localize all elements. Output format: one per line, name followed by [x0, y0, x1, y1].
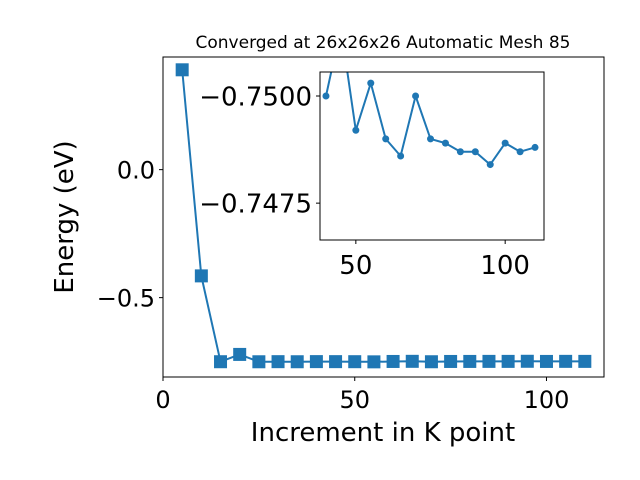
data-point	[463, 354, 477, 368]
main-series	[175, 63, 592, 369]
main-plot-frame	[162, 56, 605, 378]
x-tick-label: 50	[339, 386, 370, 414]
data-point	[456, 148, 464, 156]
x-tick-label: 50	[339, 251, 372, 281]
data-point	[175, 63, 189, 77]
data-point	[520, 354, 534, 368]
data-point	[367, 355, 381, 369]
data-point	[329, 355, 343, 369]
y-tick-label: −0.7475	[199, 190, 312, 220]
data-point	[382, 135, 390, 143]
data-point	[194, 269, 208, 283]
data-point	[271, 355, 285, 369]
main-y-ticks: −0.5 0.0	[97, 156, 163, 312]
data-point	[531, 143, 539, 151]
data-point	[367, 79, 375, 87]
main-chart: Converged at 26x26x26 Automatic Mesh 85 …	[50, 33, 605, 448]
data-point	[348, 355, 362, 369]
inset-y-ticks: −0.7500 −0.7475	[199, 82, 320, 220]
data-point	[427, 135, 435, 143]
data-point	[337, 24, 344, 31]
data-point	[386, 354, 400, 368]
inset-plot-frame	[319, 71, 545, 241]
x-tick-label: 100	[524, 386, 570, 414]
inset-x-ticks: 50 100	[339, 240, 530, 281]
x-axis-label: Increment in K point	[251, 418, 515, 448]
inset-series	[322, 24, 539, 169]
data-point	[539, 354, 553, 368]
data-point	[214, 355, 228, 369]
y-tick-label: −0.5	[97, 284, 155, 312]
data-point	[578, 354, 592, 368]
series-line	[181, 69, 585, 363]
data-point	[501, 139, 509, 147]
chart-title: Converged at 26x26x26 Automatic Mesh 85	[196, 33, 571, 53]
data-point	[405, 354, 419, 368]
data-point	[424, 355, 438, 369]
data-point	[290, 355, 304, 369]
data-point	[471, 148, 479, 156]
data-point	[444, 354, 458, 368]
data-point	[412, 92, 420, 100]
data-point	[252, 355, 266, 369]
data-point	[516, 148, 524, 156]
data-point	[309, 355, 323, 369]
y-axis-label: Energy (eV)	[50, 140, 80, 293]
data-point	[233, 347, 247, 361]
y-tick-label: 0.0	[117, 156, 155, 184]
main-x-ticks: 0 50 100	[155, 377, 569, 414]
inset-background	[320, 72, 544, 240]
data-point	[501, 354, 515, 368]
data-point	[397, 152, 405, 160]
inset-chart: 50 100 −0.7500 −0.7475	[199, 24, 545, 281]
data-point	[322, 92, 330, 100]
y-tick-label: −0.7500	[199, 82, 312, 112]
x-tick-label: 0	[155, 386, 170, 414]
data-point	[486, 161, 494, 169]
data-point	[559, 354, 573, 368]
x-tick-label: 100	[480, 251, 530, 281]
data-point	[482, 354, 496, 368]
data-point	[441, 139, 449, 147]
data-point	[352, 126, 360, 134]
